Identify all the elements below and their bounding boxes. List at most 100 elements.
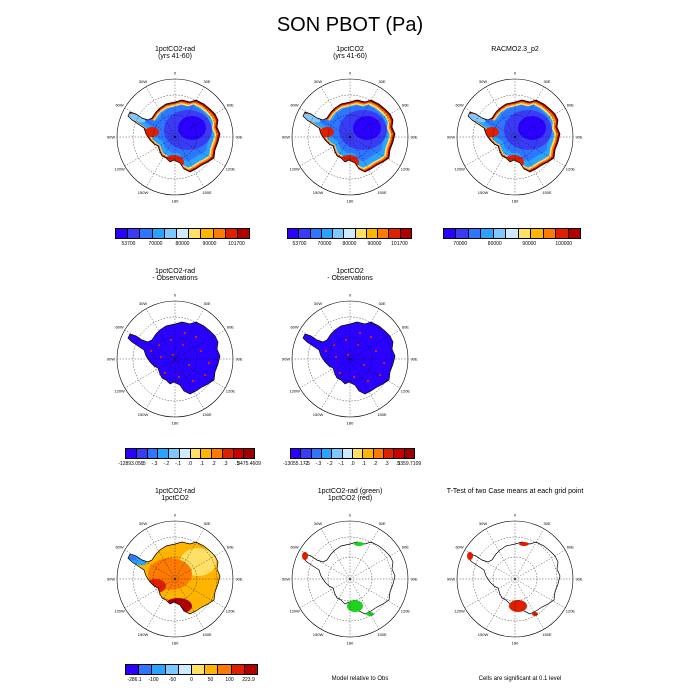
colorbar-box [481,229,494,238]
map-longitude-label: 0 [514,71,517,76]
colorbar-box [373,449,384,458]
colorbar-box [352,449,364,458]
colorbar-labels: 53700 70000 80000 90000 101700 [287,241,412,249]
map-longitude-label: 150W [138,190,149,195]
colorbar-box [147,449,159,458]
colorbar-labels: -13055.172 -.5 -.3 -.2 -.1 .0 .1 .2 .3 .5 3359.710… [283,461,421,469]
colorbar-label: 90000 [367,241,382,247]
map-longitude-label: 0 [349,71,352,76]
map-longitude-label: 60W [115,103,123,108]
map-longitude-label: 180 [172,421,179,426]
polar-map: 0 30E 60E 90E 120E 150E 180 150W 120W 90W 60W 30W [107,513,243,646]
colorbar-box [237,229,250,238]
colorbar-box [189,229,202,238]
colorbar-box [169,449,180,458]
map-longitude-label: 120E [566,609,576,614]
colorbar-box [299,229,311,238]
polar-map: 0 30E 60E 90E 120E 150E 180 150W 120W 90W 60W 30W [107,71,243,204]
map-longitude-label: 90W [107,135,115,140]
colorbar-label: -.3 [315,461,322,467]
polar-map: 0 30E 60E 90E 120E 150E 180 150W 120W 90W 60W 30W [282,513,418,646]
panel-title-line: 1pctCO2 [336,268,364,275]
colorbar-box [190,449,202,458]
colorbar-box [201,229,214,238]
map-longitude-label: 120W [454,609,465,614]
colorbar-box [321,449,333,458]
colorbar-box [140,229,153,238]
map-longitude-label: 90E [575,135,582,140]
polar-map: 0 30E 60E 90E 120E 150E 180 150W 120W 90W 60W 30W [282,293,418,426]
map-longitude-label: 120E [226,389,236,394]
panel-title: 1pctCO2-rad (green) 1pctCO2 (red) [275,488,425,502]
map-longitude-label: 90W [447,577,455,582]
colorbar-box [568,229,580,238]
colorbar-label: -.1 [175,461,182,467]
colorbar-box [366,229,379,238]
map-longitude-label: 150E [377,632,387,637]
panel-title: RACMO2.3_p2 [440,46,590,53]
map-longitude-label: 180 [512,199,519,204]
polar-map: 0 30E 60E 90E 120E 150E 180 150W 120W 90W 60W 30W [447,513,583,646]
colorbar-boxes [125,448,255,459]
colorbar-box [493,229,507,238]
map-longitude-label: 30E [203,79,210,84]
panel-title: 1pctCO2-rad - Observations [100,268,250,282]
map-longitude-label: 60W [455,103,463,108]
colorbar-boxes [125,664,258,675]
colorbar-box [291,449,302,458]
map-longitude-label: 30W [314,521,322,526]
map-longitude-label: 180 [512,641,519,646]
colorbar-box [394,449,405,458]
colorbar-label: 80000 [487,241,502,247]
colorbar-label: -100 [148,677,159,683]
map-longitude-label: 30E [203,521,210,526]
map-longitude-label: 120E [226,167,236,172]
map-longitude-label: 150W [478,632,489,637]
panel-title-line: 1pctCO2 [161,495,189,502]
colorbar-label: -.2 [326,461,333,467]
map-longitude-label: 180 [347,199,354,204]
map-longitude-label: 90W [447,135,455,140]
colorbar-box [222,449,234,458]
map-longitude-label: 30W [479,79,487,84]
map-longitude-label: 0 [349,513,352,518]
map-longitude-label: 150E [202,632,212,637]
colorbar-box [225,229,238,238]
colorbar-labels: -286.1 -100 -50 0 50 100 223.9 [125,677,258,685]
colorbar-label: 3359.7109 [397,461,422,467]
colorbar-box [128,229,141,238]
note-model-relative-obs: Model relative to Obs [331,676,389,682]
colorbar-box [332,449,343,458]
colorbar-label: .3 [384,461,389,467]
map-longitude-label: 150E [542,190,552,195]
map-longitude-label: 150E [542,632,552,637]
map-longitude-label: 30W [139,79,147,84]
map-longitude-label: 120E [401,389,411,394]
colorbar-box [212,449,223,458]
colorbar-labels: 53700 70000 80000 90000 101700 [115,241,250,249]
panel-title: 1pctCO2 (yrs 41-60) [275,46,425,60]
map-longitude-label: 60W [115,325,123,330]
colorbar-box [518,229,532,238]
colorbar-box [363,449,374,458]
colorbar-boxes [290,448,415,459]
map-longitude-label: 60W [455,545,463,550]
colorbar-box [201,449,212,458]
colorbar-label: 50 [207,677,214,683]
colorbar-label: .1 [361,461,366,467]
colorbar-label: -13055.172 [283,461,309,467]
colorbar-box [531,229,544,238]
colorbar-box [342,449,353,458]
colorbar-box [205,665,219,674]
colorbar-box [126,665,140,674]
colorbar-box [456,229,469,238]
map-longitude-label: 150W [313,632,324,637]
colorbar-label: -.5 [139,461,146,467]
panel-title: 1pctCO2-rad (yrs 41-60) [100,46,250,60]
colorbar-box [218,665,232,674]
map-longitude-label: 90E [410,135,417,140]
map-longitude-label: 150W [138,632,149,637]
map-longitude-label: 120W [289,167,300,172]
map-longitude-label: 60E [567,103,574,108]
colorbar-box [310,229,322,238]
